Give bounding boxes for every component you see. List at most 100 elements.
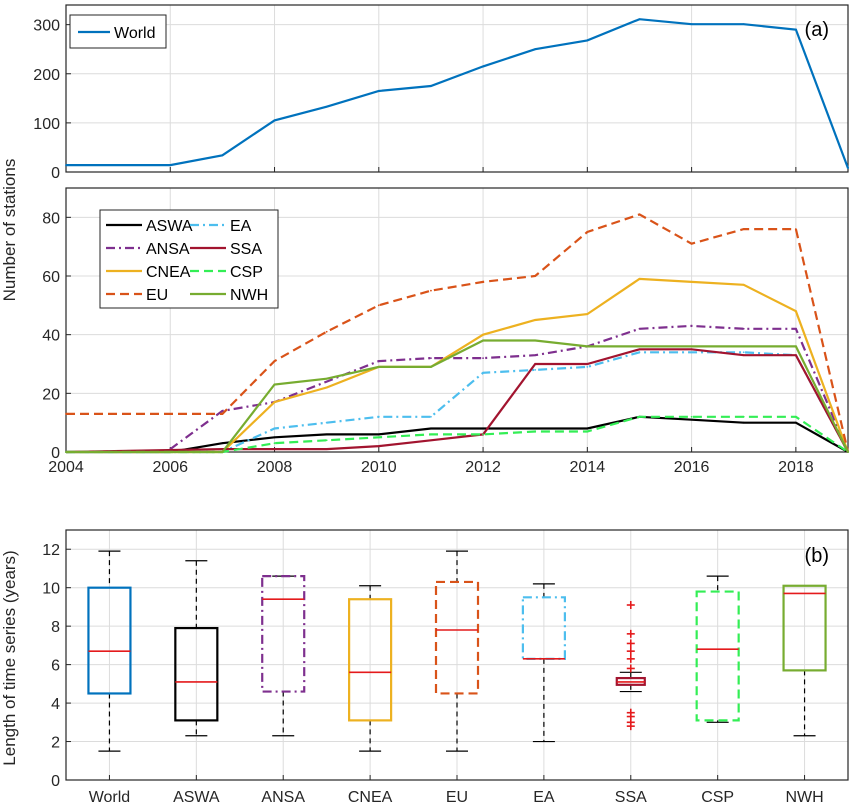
data-point (325, 433, 328, 436)
series-line-ea (66, 351, 849, 454)
legend-label-ssa: SSA (230, 241, 262, 258)
series-line-aswa (66, 415, 849, 454)
data-point (638, 327, 641, 330)
series-nwh (65, 339, 849, 454)
y-tick-label: 0 (51, 445, 60, 462)
data-point (65, 412, 67, 415)
series-line-world (66, 18, 850, 169)
data-point (638, 345, 641, 348)
data-point (534, 430, 537, 433)
data-point (325, 380, 328, 383)
data-point (586, 313, 589, 316)
outlier-marker (626, 708, 635, 717)
x-tick-label: 2014 (570, 459, 606, 476)
x-tick-label: ASWA (173, 789, 220, 806)
series-ssa (65, 348, 849, 454)
data-point (690, 324, 693, 327)
panel-b-boxplot: 0 2 4 6 8 10 12 World ASWA ANSA CNEA EU EA SSA CSP NWH (… (42, 529, 849, 806)
data-point (377, 433, 380, 436)
box-ssa (615, 601, 646, 731)
x-tick-label: CSP (701, 789, 734, 806)
data-point (638, 351, 641, 354)
legend-box (99, 209, 279, 309)
box-body (695, 590, 740, 722)
data-point (482, 357, 484, 360)
legend-label-ansa: ANSA (146, 241, 190, 258)
data-point (377, 415, 380, 418)
box-body (261, 575, 306, 693)
outlier-marker (626, 647, 635, 656)
panel-a-world-chart: 0 100 200 300 World (a) (33, 4, 850, 182)
outlier-marker (626, 629, 635, 638)
y-tick-label: 8 (51, 619, 60, 636)
series-aswa (65, 415, 849, 454)
box-nwh (782, 584, 827, 737)
data-point (377, 366, 380, 368)
data-point (534, 275, 537, 277)
data-point (586, 363, 589, 365)
box-eu (434, 550, 480, 752)
box-body (87, 586, 132, 695)
data-point (482, 65, 484, 68)
y-tick-label: 40 (42, 328, 60, 345)
data-point (794, 415, 797, 418)
data-point (794, 228, 797, 230)
data-point (430, 427, 432, 430)
data-point (534, 427, 537, 430)
data-point (377, 304, 380, 307)
data-point (273, 448, 276, 450)
box-body (348, 598, 393, 722)
data-point (482, 427, 484, 430)
legend-world: World (69, 14, 167, 49)
data-point (742, 228, 745, 230)
data-point (794, 354, 797, 357)
box-body (782, 584, 827, 672)
y-tick-label: 4 (51, 696, 60, 713)
y-tick-label: 300 (33, 18, 60, 35)
data-point (534, 363, 537, 365)
data-point (430, 366, 432, 368)
data-point (482, 339, 484, 342)
data-point (586, 345, 589, 348)
data-point (534, 319, 537, 321)
outlier-marker (626, 664, 635, 673)
y-tick-label: 20 (42, 386, 60, 403)
x-tick-label: 2012 (465, 459, 501, 476)
data-point (690, 23, 693, 26)
data-point (65, 451, 67, 453)
data-point (690, 348, 693, 351)
data-point (690, 242, 693, 245)
panel-label-b: (b) (805, 545, 829, 567)
y-tick-label: 100 (33, 116, 60, 133)
legend-label-aswa: ASWA (146, 218, 193, 235)
x-tick-label: SSA (615, 789, 647, 806)
x-tick-label: EU (446, 789, 468, 806)
y-tick-label: 12 (42, 542, 60, 559)
data-point (794, 421, 797, 424)
data-point (586, 427, 589, 430)
data-point (430, 433, 432, 436)
data-point (690, 418, 693, 421)
data-point (534, 339, 537, 342)
plot-frame (65, 4, 849, 173)
legend-label-eu: EU (146, 287, 168, 304)
data-point (377, 360, 380, 362)
x-tick-label: World (89, 789, 131, 806)
data-point (325, 439, 328, 442)
data-point (221, 442, 224, 445)
data-point (221, 451, 224, 453)
y-tick-label: 6 (51, 658, 60, 675)
data-point (690, 415, 693, 418)
y-tick-label: 80 (42, 210, 60, 227)
x-tick-label: 2016 (674, 459, 710, 476)
legend-regions: ASWA ANSA CNEA EU EA SSA CSP NWH (99, 209, 279, 309)
x-tick-label: NWH (785, 789, 823, 806)
data-point (325, 330, 328, 333)
data-point (638, 415, 641, 418)
x-tick-label: ANSA (261, 789, 305, 806)
data-point (273, 436, 276, 439)
box-body (521, 596, 566, 660)
data-point (534, 368, 537, 371)
data-point (430, 357, 432, 360)
